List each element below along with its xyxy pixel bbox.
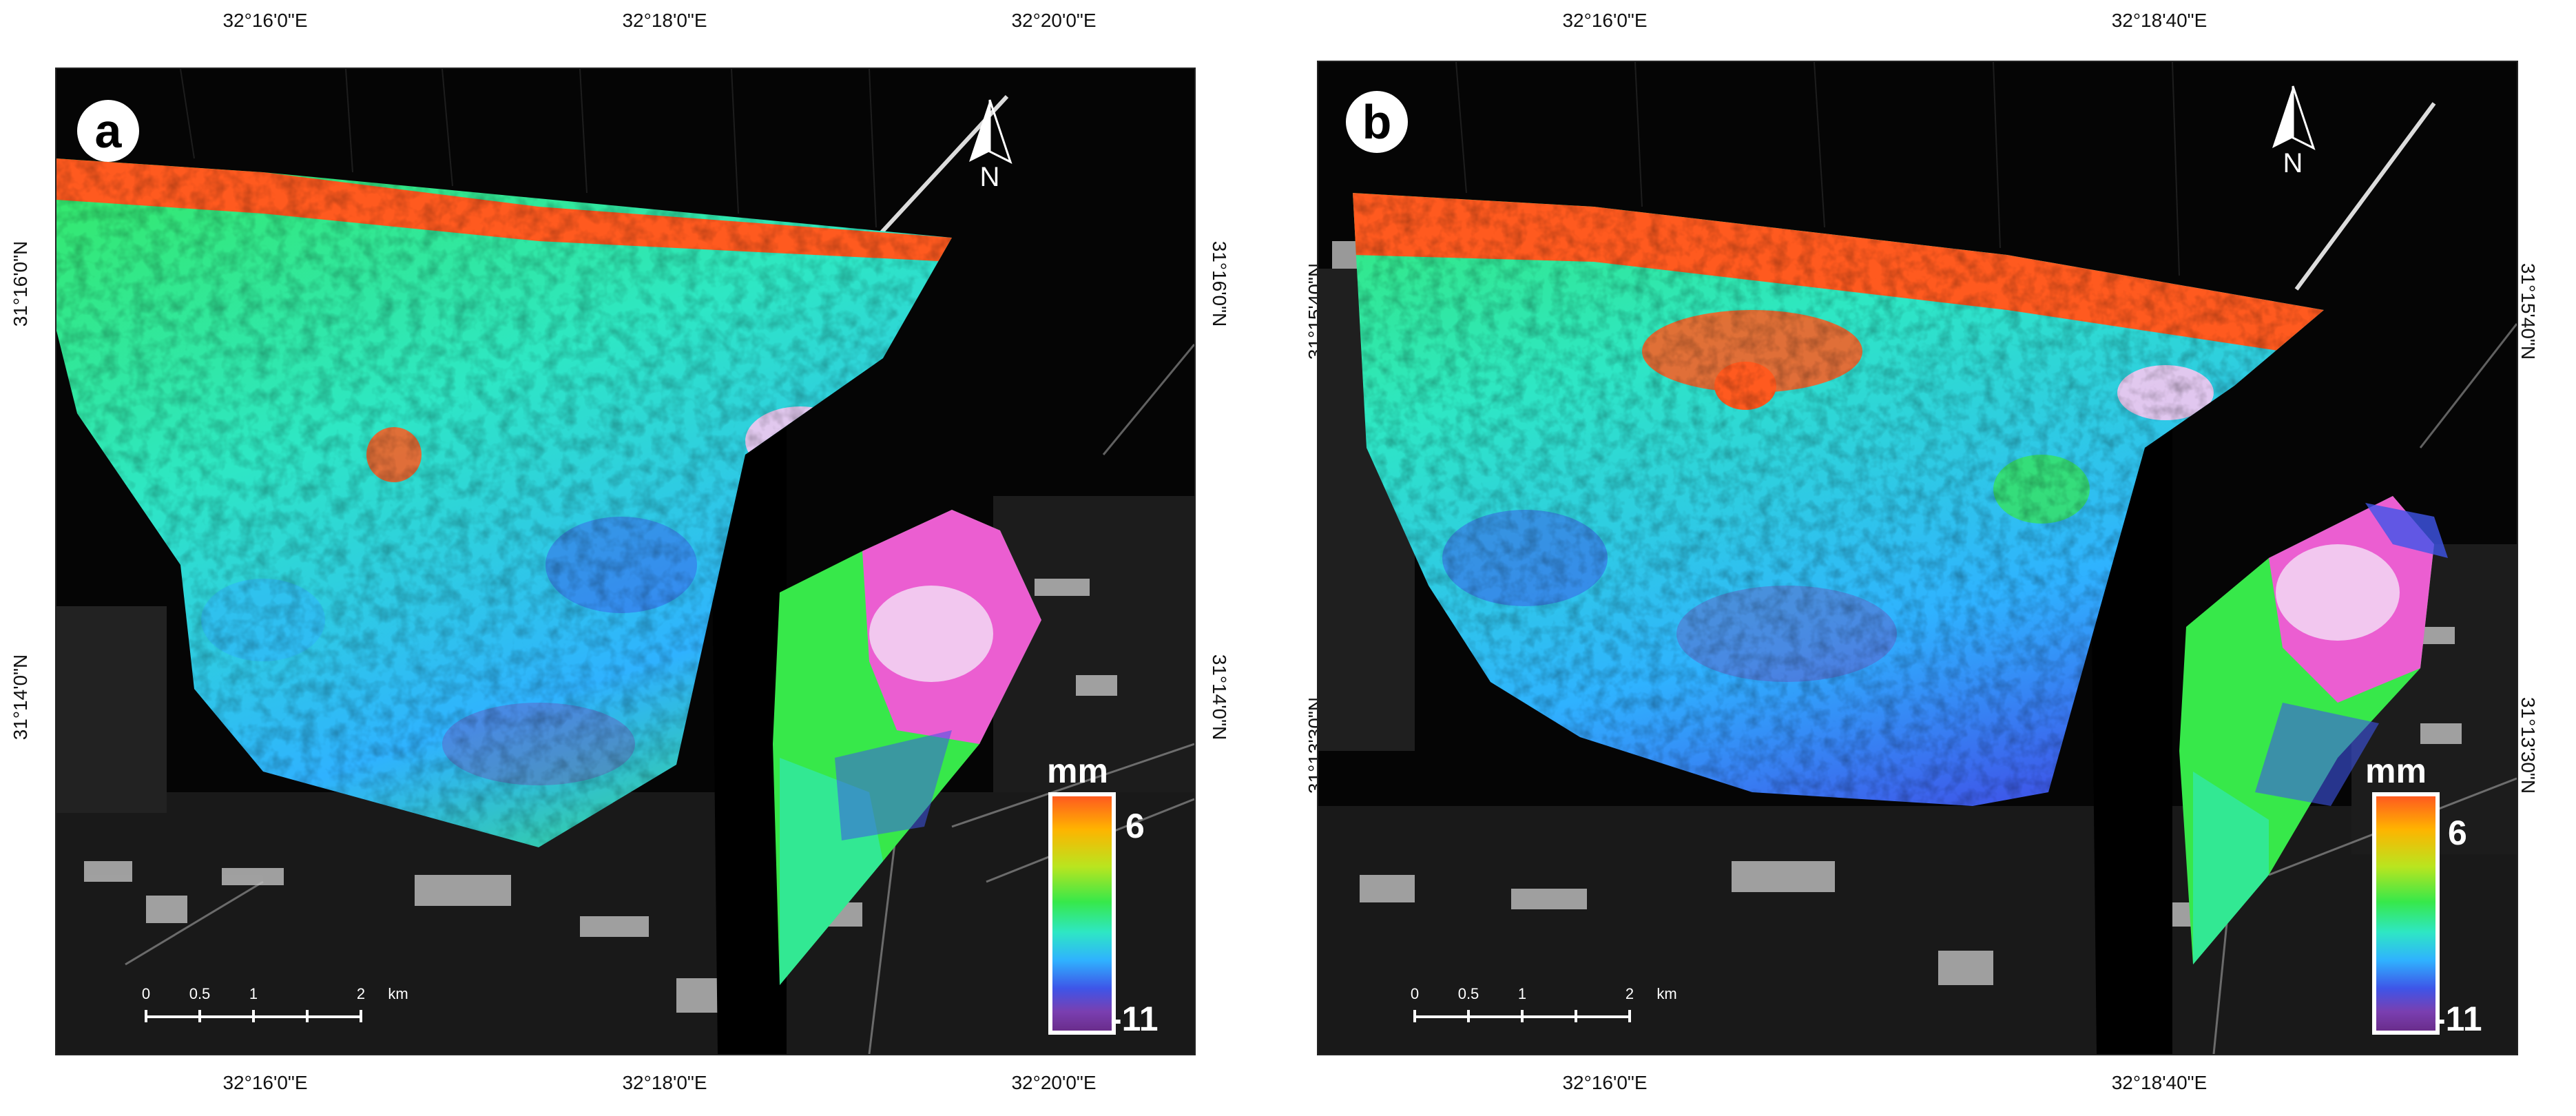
scale-label: 0.5 — [1457, 985, 1479, 1002]
bottom-tick-label: 32°16'0"E — [1562, 1072, 1648, 1093]
panel-label-b: b — [1346, 91, 1408, 153]
insar-map-a — [56, 69, 1194, 1054]
legend-min: -11 — [2434, 1000, 2482, 1038]
scale-unit: km — [388, 985, 408, 1002]
legend-min: -11 — [1110, 1000, 1159, 1038]
scale-unit: km — [1656, 985, 1677, 1002]
top-tick-label: 32°18'40"E — [2111, 10, 2208, 31]
bottom-tick-label: 32°20'0"E — [1011, 1072, 1097, 1093]
bottom-tick-label: 32°18'0"E — [622, 1072, 707, 1093]
color-bar — [1048, 792, 1116, 1035]
top-tick-label: 32°16'0"E — [1562, 10, 1648, 31]
left-tick-label: 31°16'0"N — [10, 240, 31, 327]
top-tick-label: 32°16'0"E — [222, 10, 308, 31]
scale-label: 0 — [1410, 985, 1420, 1002]
north-arrow: N — [966, 96, 1014, 193]
top-tick-label: 32°18'0"E — [622, 10, 707, 31]
legend-max: 6 — [2448, 814, 2467, 852]
map-image-b: b N mm 6 -11 0 0.5 1 2 km — [1317, 61, 2518, 1055]
north-label: N — [979, 162, 1000, 192]
legend-unit: mm — [1047, 752, 1108, 790]
scale-bar-a: 0 0.5 1 2 km — [139, 985, 428, 1040]
scale-label: 2 — [1625, 985, 1634, 1002]
right-tick-label: 31°13'30"N — [2517, 696, 2539, 794]
north-label: N — [2283, 148, 2303, 178]
map-image-a: a N mm 6 -11 0 0.5 1 2 km — [55, 68, 1196, 1055]
top-tick-label: 32°20'0"E — [1011, 10, 1097, 31]
scale-label: 2 — [356, 985, 366, 1002]
scale-label: 0 — [141, 985, 151, 1002]
panel-label-a: a — [77, 100, 139, 162]
color-bar — [2372, 792, 2440, 1035]
legend-b: mm 6 -11 — [2358, 751, 2517, 1054]
north-arrow-icon — [2272, 85, 2316, 150]
insar-map-b — [1318, 62, 2517, 1054]
right-tick-label: 31°15'40"N — [2517, 262, 2539, 360]
legend-unit: mm — [2365, 752, 2427, 790]
scale-label: 0.5 — [189, 985, 211, 1002]
right-tick-label: 31°16'0"N — [1209, 240, 1230, 327]
right-tick-label: 31°14'0"N — [1209, 654, 1230, 741]
legend-a: mm 6 -11 — [1035, 751, 1193, 1054]
bottom-tick-label: 32°16'0"E — [222, 1072, 308, 1093]
scale-label: 1 — [249, 985, 258, 1002]
left-tick-label: 31°14'0"N — [10, 654, 31, 741]
bottom-tick-label: 32°18'40"E — [2111, 1072, 2208, 1093]
north-arrow: N — [2269, 83, 2317, 179]
legend-max: 6 — [1125, 807, 1145, 845]
scale-bar-b: 0 0.5 1 2 km — [1408, 985, 1697, 1040]
scale-label: 1 — [1517, 985, 1527, 1002]
north-arrow-icon — [969, 99, 1012, 164]
